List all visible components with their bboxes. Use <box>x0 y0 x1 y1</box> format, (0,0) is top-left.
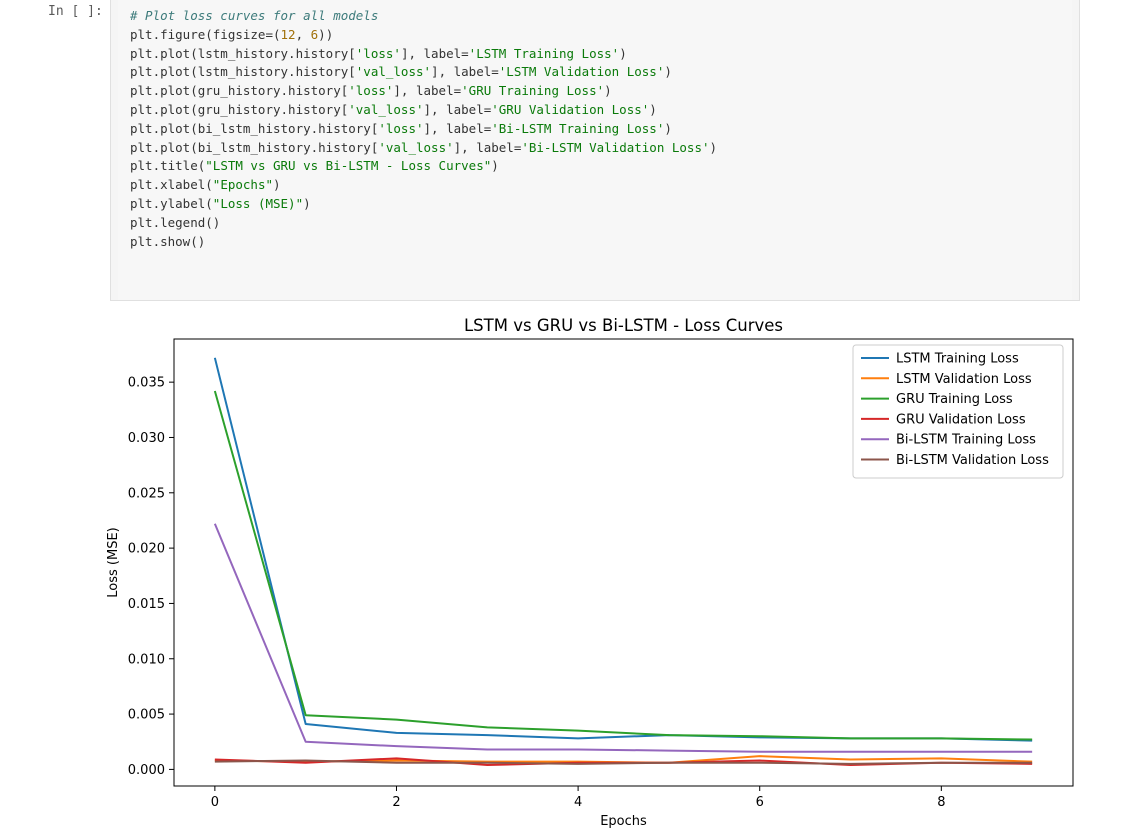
code-editor[interactable]: # Plot loss curves for all models plt.fig… <box>118 0 1072 300</box>
code-token: ], label= <box>453 139 522 155</box>
y-axis-label: Loss (MSE) <box>106 527 121 597</box>
code-token: ) <box>709 139 718 155</box>
series-line-5 <box>214 759 1033 765</box>
code-token: ) <box>649 101 657 117</box>
legend-box <box>852 344 1064 479</box>
code-token: ) <box>273 177 281 193</box>
code-line: plt.plot(gru_history.history['loss'], la… <box>130 82 717 101</box>
code-token: "LSTM vs GRU vs Bi-LSTM - Loss Curves" <box>205 158 492 174</box>
series-line-4 <box>213 523 1033 753</box>
legend-label: Bi-LSTM Validation Loss <box>896 453 1049 468</box>
y-tick-label: 0.035 <box>128 376 165 391</box>
code-token: ], label= <box>393 83 462 99</box>
code-token: 'loss' <box>378 120 424 136</box>
y-tick-label: 0.025 <box>128 486 165 501</box>
code-token: "Epochs" <box>212 177 274 193</box>
code-line: plt.plot(bi_lstm_history.history['loss']… <box>130 120 717 139</box>
code-line: # Plot loss curves for all models <box>130 7 717 26</box>
chart-title: LSTM vs GRU vs Bi-LSTM - Loss Curves <box>464 316 783 335</box>
code-line: plt.plot(lstm_history.history['val_loss'… <box>130 63 717 82</box>
code-line: plt.plot(lstm_history.history['loss'], l… <box>130 45 717 64</box>
code-token: 12 <box>280 26 296 42</box>
output-area: LSTM vs GRU vs Bi-LSTM - Loss Curves 0 2 4 6… <box>100 305 1090 834</box>
code-cell[interactable]: # Plot loss curves for all models plt.fig… <box>110 0 1080 301</box>
code-token: ], label= <box>423 120 492 136</box>
code-token: "Loss (MSE)" <box>212 195 304 211</box>
code-line: plt.title("LSTM vs GRU vs Bi-LSTM - Loss… <box>130 157 717 176</box>
x-tick-label: 0 <box>211 795 219 810</box>
code-token: plt.xlabel( <box>130 177 213 193</box>
code-token: plt.ylabel( <box>130 195 213 211</box>
code-lines: # Plot loss curves for all models plt.fig… <box>130 7 717 251</box>
code-token: ) <box>604 83 612 99</box>
code-token: plt.plot(lstm_history.history[ <box>130 64 356 80</box>
code-token: plt.plot(bi_lstm_history.history[ <box>130 120 379 136</box>
legend-label: LSTM Training Loss <box>896 352 1019 367</box>
y-tick-label: 0.020 <box>128 542 165 557</box>
x-tick-label: 4 <box>574 795 582 810</box>
code-token: ) <box>664 120 672 136</box>
code-line: plt.plot(gru_history.history['val_loss']… <box>130 101 717 120</box>
series-line-2 <box>213 390 1033 741</box>
y-tick-label: 0.005 <box>128 708 165 723</box>
code-token: 'val_loss' <box>378 139 454 155</box>
code-line: plt.legend() <box>130 214 717 233</box>
code-line: plt.show() <box>130 233 717 252</box>
code-token: 'loss' <box>348 83 394 99</box>
code-token: plt.legend() <box>130 214 221 230</box>
plot-frame <box>173 338 1074 787</box>
x-tick-label: 2 <box>392 795 400 810</box>
code-token: plt.plot(bi_lstm_history.history[ <box>130 139 379 155</box>
code-token: ], label= <box>431 64 499 80</box>
code-token: plt.plot(lstm_history.history[ <box>130 45 356 61</box>
code-token: 'LSTM Training Loss' <box>468 45 620 61</box>
x-tick-label: 6 <box>756 795 764 810</box>
code-token: plt.show() <box>130 233 206 249</box>
code-token: 6 <box>310 26 319 42</box>
code-line: plt.ylabel("Loss (MSE)") <box>130 195 717 214</box>
legend-label: Bi-LSTM Training Loss <box>896 433 1036 448</box>
code-token: # Plot loss curves for all models <box>130 8 379 23</box>
code-token: plt.plot(gru_history.history[ <box>130 83 349 99</box>
y-tick-label: 0.000 <box>128 763 165 778</box>
code-token: 'GRU Validation Loss' <box>491 101 650 117</box>
code-token: )) <box>318 26 334 42</box>
legend-label: GRU Training Loss <box>896 392 1013 407</box>
code-token: ) <box>303 195 311 211</box>
code-token: plt.figure(figsize=( <box>130 26 281 42</box>
code-line: plt.figure(figsize=(12, 6)) <box>130 26 717 45</box>
legend-label: LSTM Validation Loss <box>896 372 1032 387</box>
legend-label: GRU Validation Loss <box>896 412 1026 427</box>
code-token: ) <box>619 45 627 61</box>
code-token: plt.plot(gru_history.history[ <box>130 101 349 117</box>
y-tick-label: 0.010 <box>128 652 165 667</box>
code-token: 'GRU Training Loss' <box>461 83 605 99</box>
code-line: plt.plot(bi_lstm_history.history['val_lo… <box>130 139 717 158</box>
loss-curves-chart: LSTM vs GRU vs Bi-LSTM - Loss Curves 0 2 4 6… <box>106 316 1074 829</box>
y-tick-label: 0.030 <box>128 431 165 446</box>
code-token: 'LSTM Validation Loss' <box>498 64 665 80</box>
code-token: , <box>295 26 311 42</box>
code-token: 'loss' <box>355 45 401 61</box>
code-token: 'Bi-LSTM Training Loss' <box>491 120 665 136</box>
code-token: ) <box>491 158 499 174</box>
x-axis-label: Epochs <box>600 814 647 829</box>
code-token: 'Bi-LSTM Validation Loss' <box>521 139 710 155</box>
code-token: plt.title( <box>130 158 206 174</box>
code-token: ) <box>664 64 672 80</box>
cell-prompt: In [ ]: <box>48 4 103 19</box>
code-token: ], label= <box>423 101 492 117</box>
code-token: 'val_loss' <box>355 64 432 80</box>
x-tick-label: 8 <box>937 795 945 810</box>
code-token: 'val_loss' <box>348 101 424 117</box>
y-tick-label: 0.015 <box>128 597 165 612</box>
code-line: plt.xlabel("Epochs") <box>130 176 717 195</box>
code-token: ], label= <box>400 45 469 61</box>
